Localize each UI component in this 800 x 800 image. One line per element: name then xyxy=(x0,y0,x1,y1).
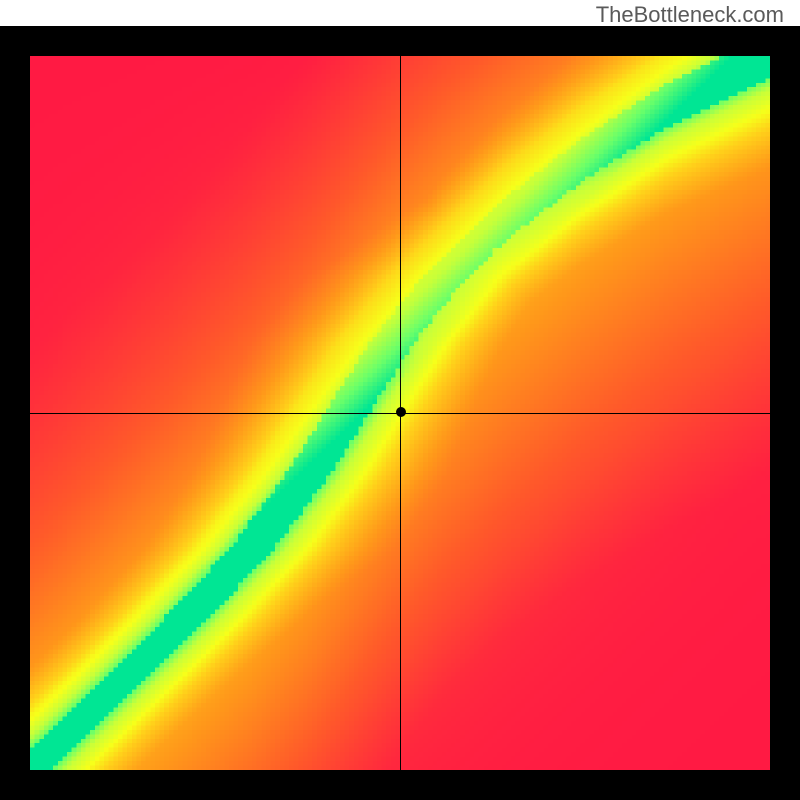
figure-container: TheBottleneck.com xyxy=(0,0,800,800)
center-marker xyxy=(396,407,406,417)
attribution-label: TheBottleneck.com xyxy=(596,2,784,28)
plot-frame xyxy=(0,26,800,800)
